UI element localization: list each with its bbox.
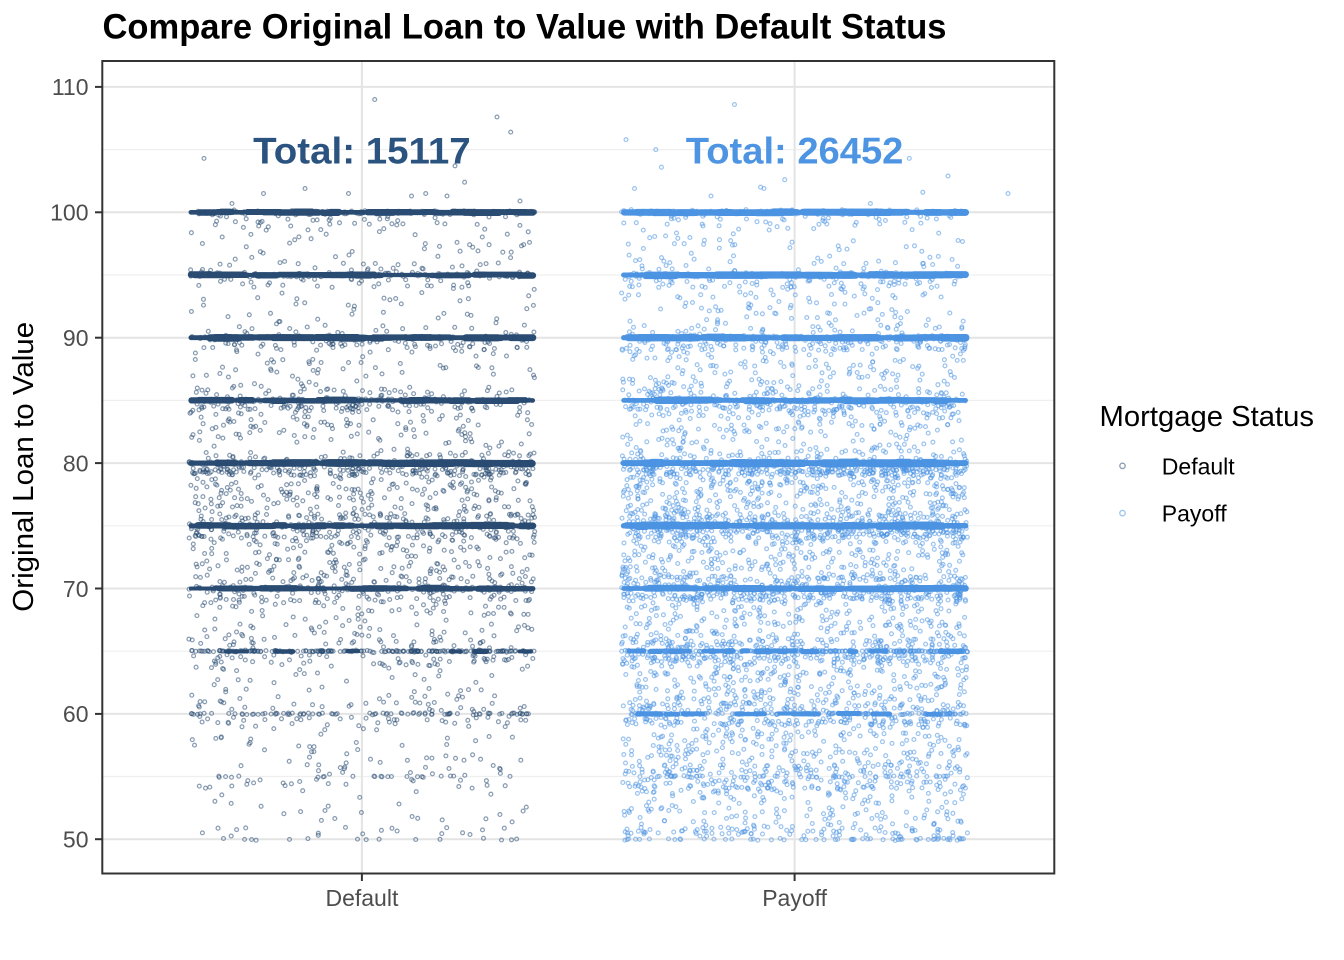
svg-text:80: 80	[63, 450, 89, 476]
svg-text:Payoff: Payoff	[1162, 501, 1227, 527]
svg-text:Default: Default	[325, 885, 398, 911]
svg-text:Payoff: Payoff	[762, 885, 827, 911]
svg-text:90: 90	[63, 325, 89, 351]
svg-text:100: 100	[50, 200, 88, 226]
svg-text:70: 70	[63, 576, 89, 602]
svg-text:Total: 15117: Total: 15117	[253, 130, 471, 171]
svg-text:Total: 26452: Total: 26452	[686, 130, 904, 171]
svg-text:60: 60	[63, 701, 89, 727]
svg-text:Original Loan to Value: Original Loan to Value	[8, 322, 40, 612]
svg-text:Mortgage Status: Mortgage Status	[1100, 401, 1315, 433]
svg-text:50: 50	[63, 827, 89, 853]
svg-text:Default: Default	[1162, 453, 1235, 479]
svg-text:110: 110	[52, 74, 89, 100]
svg-text:Compare Original Loan to Value: Compare Original Loan to Value with Defa…	[103, 8, 947, 47]
